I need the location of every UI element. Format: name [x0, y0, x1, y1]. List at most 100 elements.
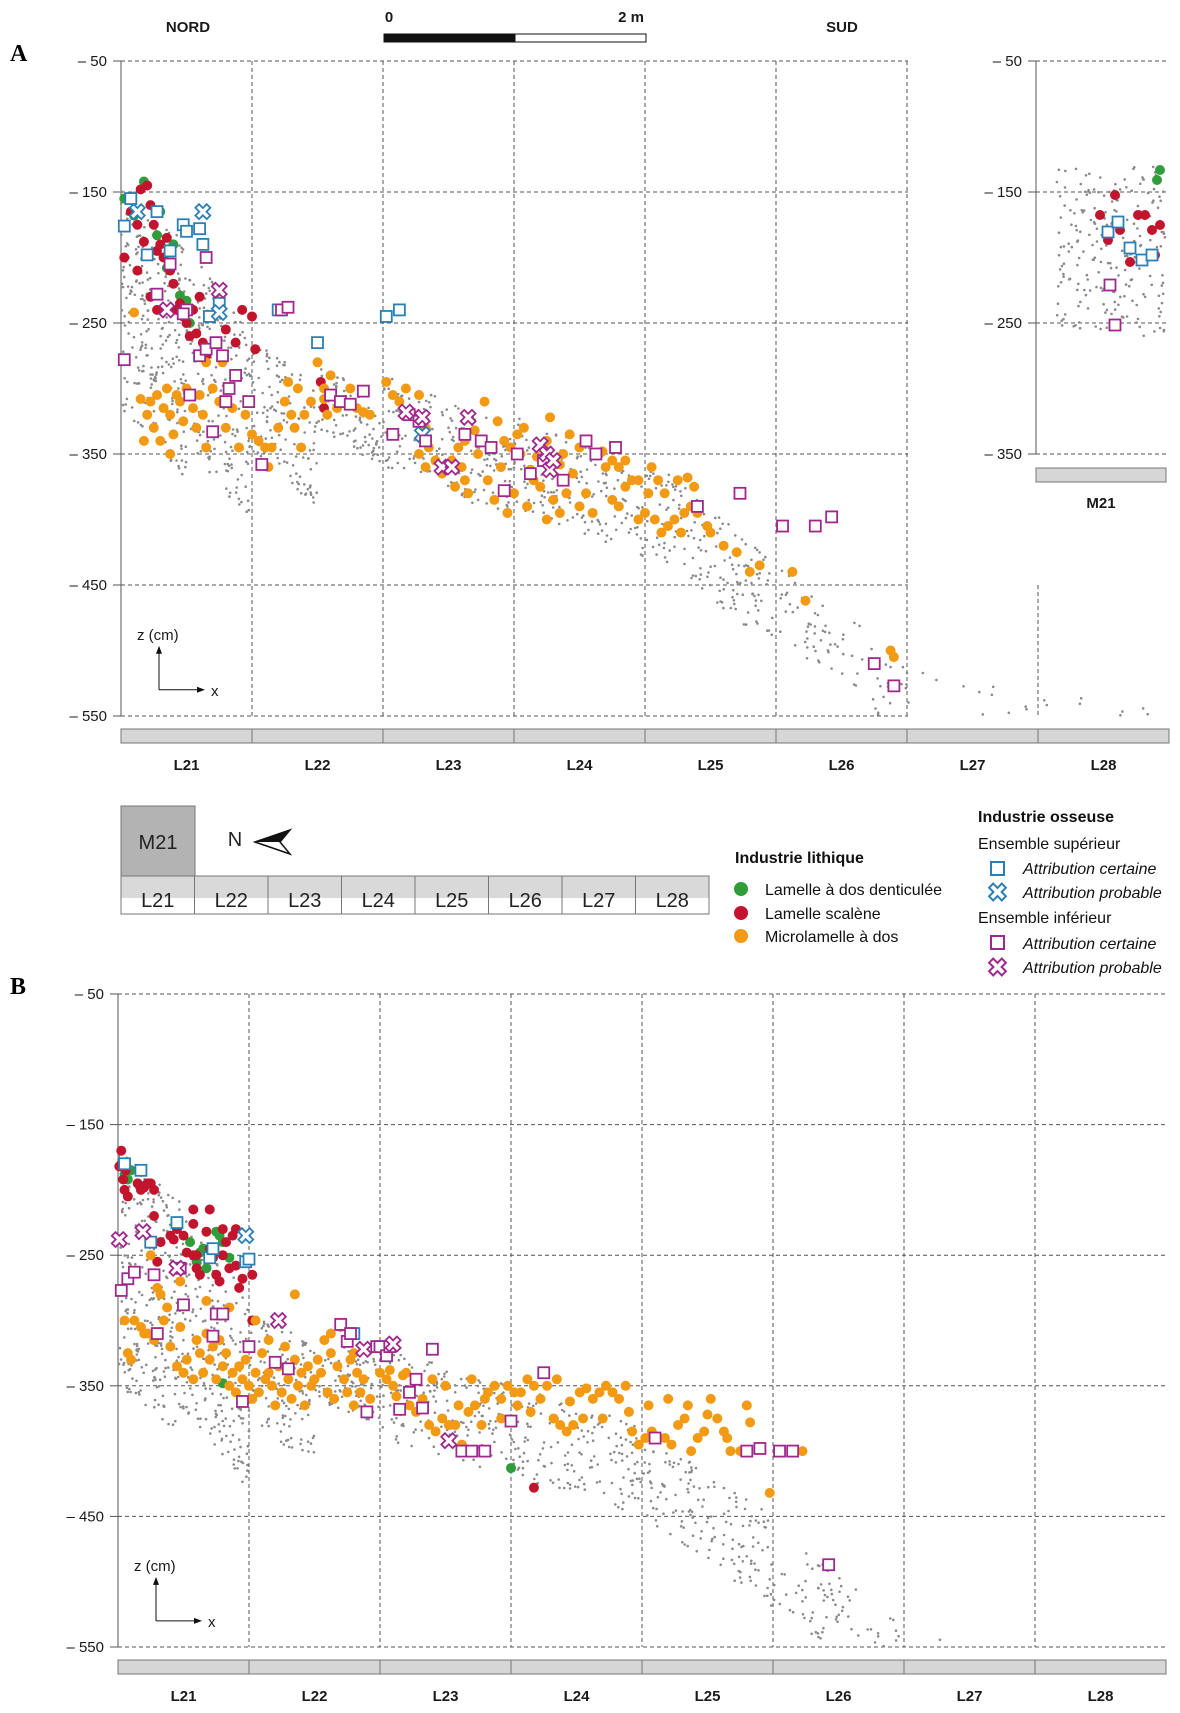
column-band-cell — [906, 728, 1039, 744]
sediment-point — [1107, 190, 1111, 194]
data-point — [135, 393, 146, 404]
sediment-point — [399, 1389, 403, 1392]
sediment-point — [577, 1437, 580, 1441]
sediment-point — [573, 1485, 577, 1488]
sediment-point — [219, 1404, 222, 1407]
sediment-point — [477, 1379, 480, 1382]
sediment-point — [668, 549, 671, 552]
sediment-point — [399, 1353, 403, 1357]
sediment-point — [1130, 278, 1134, 281]
sediment-point — [121, 403, 125, 407]
sediment-point — [482, 488, 486, 492]
legend-upper-probable: Attribution probable — [1022, 885, 1162, 902]
scale-bar: 0 2 m — [383, 9, 647, 43]
sediment-point — [313, 430, 317, 434]
data-point — [554, 507, 565, 518]
sediment-point — [181, 1242, 185, 1246]
sediment-point — [356, 1358, 360, 1361]
sediment-point — [453, 1384, 457, 1387]
sediment-point — [502, 1391, 505, 1394]
sediment-point — [813, 612, 817, 615]
data-point — [356, 384, 370, 398]
sediment-point — [153, 1405, 156, 1409]
sediment-point — [125, 242, 129, 245]
sediment-point — [422, 1391, 426, 1394]
sediment-point — [148, 1298, 151, 1302]
sediment-point — [1139, 182, 1142, 186]
data-point — [633, 1439, 644, 1450]
sediment-point — [784, 610, 788, 613]
sediment-point — [354, 439, 357, 443]
sediment-point — [625, 1422, 628, 1426]
sediment-point — [191, 1310, 194, 1314]
sediment-point — [857, 1634, 860, 1637]
sediment-point — [184, 460, 188, 464]
sediment-point — [346, 1373, 350, 1376]
sediment-point — [288, 1340, 292, 1343]
data-point — [329, 1393, 340, 1404]
sediment-point — [1157, 307, 1161, 310]
sediment-point — [279, 448, 283, 452]
sediment-point — [751, 592, 754, 596]
sediment-point — [294, 1412, 297, 1415]
sediment-point — [765, 583, 768, 586]
sediment-point — [1083, 288, 1086, 292]
sediment-point — [568, 1483, 572, 1486]
sediment-point — [158, 1378, 162, 1382]
sediment-point — [435, 1382, 439, 1386]
data-point — [234, 1361, 245, 1372]
sediment-point — [517, 1447, 520, 1450]
sediment-point — [133, 1342, 136, 1346]
data-point — [142, 409, 153, 420]
data-point — [764, 1487, 775, 1498]
data-point — [148, 219, 159, 230]
sediment-point — [582, 1482, 586, 1486]
column-band-cell — [1034, 1659, 1167, 1675]
data-point — [253, 1387, 264, 1398]
sediment-point — [171, 1423, 175, 1426]
sediment-point — [230, 1327, 233, 1331]
sediment-point — [302, 1356, 305, 1360]
sediment-point — [694, 1521, 697, 1525]
data-point — [666, 1439, 677, 1450]
sediment-point — [262, 1324, 265, 1328]
sediment-point — [294, 1378, 298, 1382]
sediment-point — [303, 431, 307, 434]
sediment-point — [435, 449, 439, 453]
sediment-point — [1055, 180, 1059, 184]
sediment-point — [842, 633, 845, 636]
data-point — [148, 422, 159, 433]
data-point — [504, 1414, 518, 1428]
sediment-point — [871, 697, 875, 701]
sediment-point — [187, 1273, 191, 1276]
sediment-point — [552, 491, 556, 494]
data-point — [620, 455, 631, 466]
sediment-point — [630, 514, 633, 517]
sediment-point — [677, 507, 681, 510]
sediment-point — [648, 474, 652, 478]
sediment-point — [512, 1458, 515, 1462]
sediment-point — [358, 416, 362, 420]
sediment-point — [217, 1353, 220, 1356]
data-point — [242, 1340, 256, 1354]
sediment-point — [708, 1548, 711, 1552]
sediment-point — [244, 367, 247, 370]
sediment-point — [320, 428, 323, 432]
sediment-point — [1097, 271, 1100, 274]
data-point — [236, 1395, 249, 1408]
sediment-point — [140, 344, 144, 347]
sediment-point — [180, 447, 183, 450]
sediment-point — [161, 1199, 165, 1203]
sediment-point — [191, 1333, 194, 1337]
sediment-point — [380, 1385, 383, 1389]
sediment-point — [270, 393, 274, 397]
column-band-cell — [903, 1659, 1036, 1675]
data-point — [623, 1406, 634, 1417]
sediment-point — [695, 1549, 698, 1553]
data-point — [305, 396, 316, 407]
map-cell-shade — [194, 876, 268, 898]
sediment-point — [318, 1385, 321, 1388]
sediment-point — [823, 1593, 827, 1597]
sediment-point — [654, 1519, 658, 1522]
sediment-point — [758, 551, 761, 554]
